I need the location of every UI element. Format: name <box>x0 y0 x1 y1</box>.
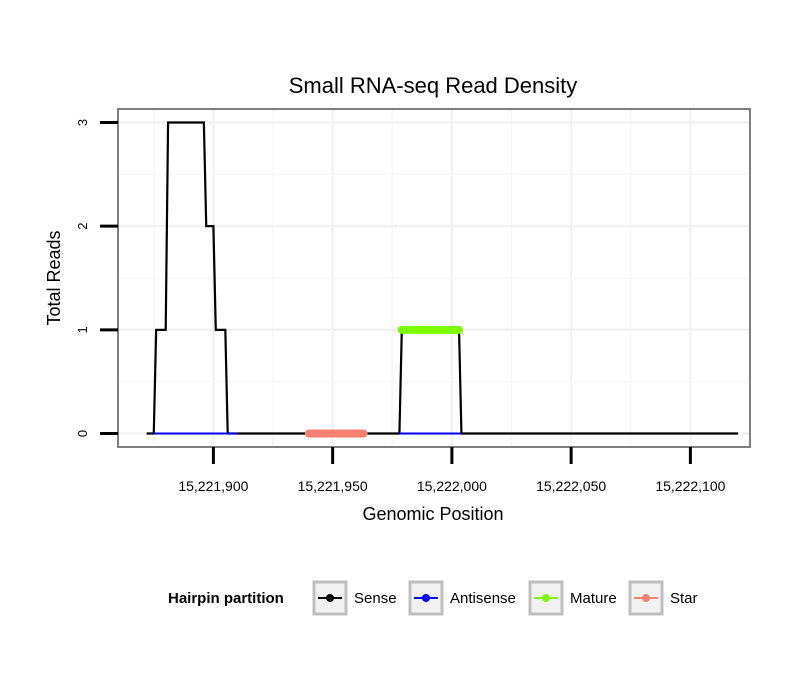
legend: Hairpin partition Sense Antisense Mature St… <box>168 580 698 616</box>
legend-key-dot <box>422 594 430 602</box>
legend-item-sense: Sense <box>312 580 397 616</box>
x-tick-label: 15,222,000 <box>417 478 487 494</box>
legend-label: Sense <box>354 590 397 607</box>
legend-key-dot <box>542 594 550 602</box>
legend-label: Star <box>670 590 698 607</box>
legend-item-mature: Mature <box>528 580 617 616</box>
legend-label: Antisense <box>450 590 516 607</box>
y-tick-label: 0 <box>75 430 90 437</box>
legend-key-dot <box>642 594 650 602</box>
series-layer <box>146 121 739 438</box>
x-tick-label: 15,222,100 <box>655 478 725 494</box>
legend-title: Hairpin partition <box>168 590 284 607</box>
x-tick-label: 15,221,950 <box>298 478 368 494</box>
x-tick-label: 15,222,050 <box>536 478 606 494</box>
legend-item-antisense: Antisense <box>408 580 516 616</box>
x-axis-label: Genomic Position <box>362 504 503 524</box>
y-tick-label: 2 <box>75 223 90 230</box>
x-tick-label: 15,221,900 <box>178 478 248 494</box>
legend-item-star: Star <box>628 580 698 616</box>
y-tick-label: 3 <box>75 119 90 126</box>
chart-title: Small RNA-seq Read Density <box>289 73 578 98</box>
y-tick-label: 1 <box>75 326 90 333</box>
legend-label: Mature <box>570 590 617 607</box>
y-axis-label: Total Reads <box>44 230 64 325</box>
legend-key-dot <box>326 594 334 602</box>
plot-panel-border <box>117 108 751 448</box>
axes: 15,221,900 15,221,950 15,222,000 15,222,050… <box>75 119 726 494</box>
